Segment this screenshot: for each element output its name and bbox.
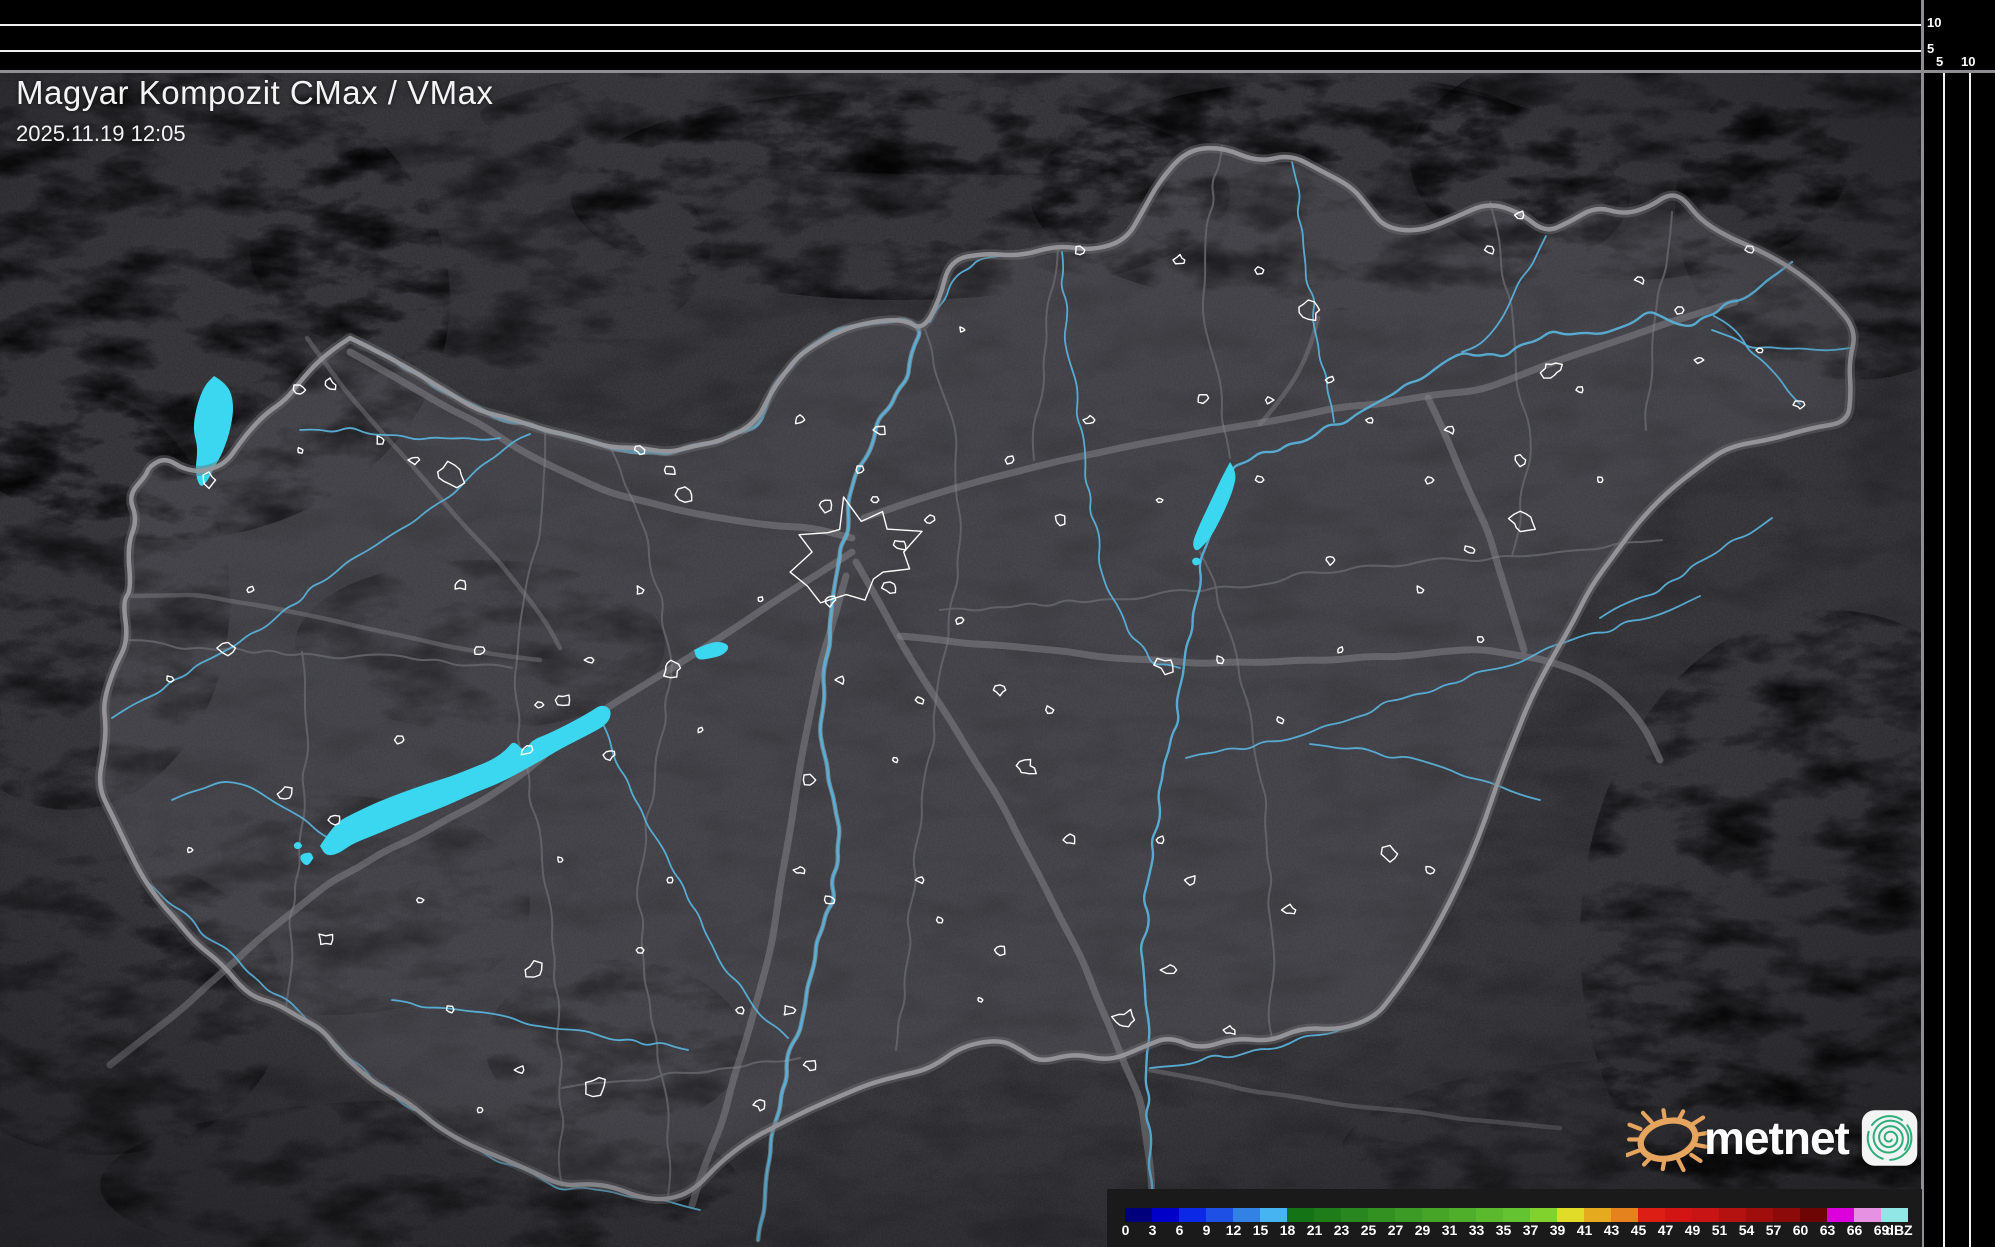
right-gridline-10km xyxy=(1969,73,1971,1247)
top-gridline-10km xyxy=(0,24,1921,26)
top-gridline-5km xyxy=(0,50,1921,52)
legend-tick: 51 xyxy=(1711,1222,1728,1238)
legend-tick: 63 xyxy=(1819,1222,1836,1238)
right-axis-label-5: 5 xyxy=(1936,54,1944,69)
top-axis-label-5: 5 xyxy=(1927,41,1935,56)
legend-tick: 47 xyxy=(1657,1222,1674,1238)
cyclone-spiral-icon xyxy=(1861,1110,1918,1166)
logo-wordmark: metnet xyxy=(1704,1112,1850,1164)
legend-tick: 25 xyxy=(1360,1222,1377,1238)
timestamp: 2025.11.19 12:05 xyxy=(16,121,186,146)
dbz-color-scale: 0 3 6 9 12 15 18 21 23 25 27 29 31 33 35 37 39 41 43 45 47 49… xyxy=(1107,1189,1922,1247)
legend-tick: 60 xyxy=(1792,1222,1809,1238)
metnet-logo: metnet xyxy=(1626,1093,1918,1183)
legend-tick: 35 xyxy=(1495,1222,1512,1238)
legend-tick: 12 xyxy=(1225,1222,1242,1238)
legend-tick: 54 xyxy=(1738,1222,1755,1238)
legend-unit: dBZ xyxy=(1885,1222,1913,1238)
legend-tick: 23 xyxy=(1333,1222,1350,1238)
title-block: Magyar Kompozit CMax / VMax 2025.11.19 1… xyxy=(16,74,493,147)
legend-tick: 27 xyxy=(1387,1222,1404,1238)
legend-tick: 37 xyxy=(1522,1222,1539,1238)
right-axis-label-10: 10 xyxy=(1961,54,1976,69)
page-title: Magyar Kompozit CMax / VMax xyxy=(16,74,494,111)
map-svg xyxy=(0,73,1921,1247)
legend-tick: 45 xyxy=(1630,1222,1647,1238)
top-profile-panel xyxy=(0,0,1921,70)
legend-tick: 41 xyxy=(1576,1222,1593,1238)
legend-tick: 9 xyxy=(1202,1222,1211,1238)
right-profile-panel: 10 5 5 10 xyxy=(1921,0,1995,1247)
legend-bar xyxy=(1125,1208,1908,1222)
legend-tick: 49 xyxy=(1684,1222,1701,1238)
legend-tick: 21 xyxy=(1306,1222,1323,1238)
legend-tick: 18 xyxy=(1279,1222,1296,1238)
vignette xyxy=(0,73,1921,1247)
legend-tick: 39 xyxy=(1549,1222,1566,1238)
top-axis-label-10: 10 xyxy=(1927,15,1942,30)
legend-tick: 3 xyxy=(1148,1222,1157,1238)
legend-tick: 43 xyxy=(1603,1222,1620,1238)
right-gridline-5km xyxy=(1943,73,1945,1247)
legend-tick: 33 xyxy=(1468,1222,1485,1238)
legend-tick: 66 xyxy=(1846,1222,1863,1238)
legend-tick: 29 xyxy=(1414,1222,1431,1238)
horizontal-divider xyxy=(0,70,1995,73)
legend-tick: 6 xyxy=(1175,1222,1184,1238)
legend-tick: 57 xyxy=(1765,1222,1782,1238)
legend-tick: 15 xyxy=(1252,1222,1269,1238)
vertical-divider xyxy=(1921,0,1924,1247)
legend-tick: 31 xyxy=(1441,1222,1458,1238)
legend-tick: 0 xyxy=(1121,1222,1130,1238)
sun-icon xyxy=(1626,1108,1709,1173)
legend-tick: 69 xyxy=(1873,1222,1890,1238)
